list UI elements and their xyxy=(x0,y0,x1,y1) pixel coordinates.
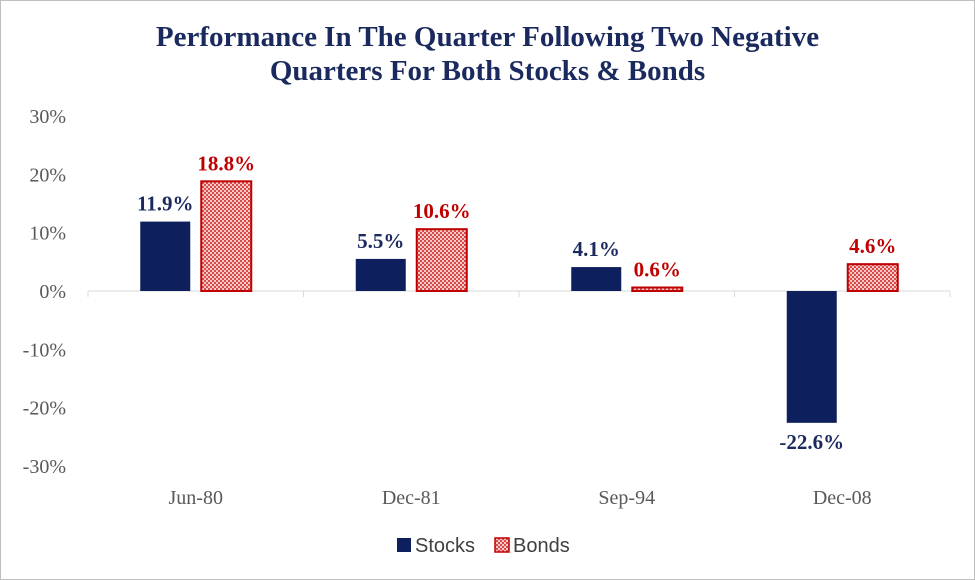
chart-title: Performance In The Quarter Following Two… xyxy=(0,20,975,88)
y-tick-label: -30% xyxy=(23,456,66,478)
data-label-stocks: 5.5% xyxy=(357,229,404,253)
bar-bonds xyxy=(631,286,684,292)
legend-label-stocks: Stocks xyxy=(415,535,475,557)
chart-title-line-1: Performance In The Quarter Following Two… xyxy=(155,21,820,53)
chart-title-line-2: Quarters For Both Stocks & Bonds xyxy=(269,55,706,87)
y-tick-label: -10% xyxy=(23,339,66,361)
data-label-stocks: 11.9% xyxy=(137,192,194,216)
x-tick-label: Dec-81 xyxy=(382,487,441,509)
bar-stocks xyxy=(786,291,837,423)
y-tick-label: -20% xyxy=(23,398,66,420)
data-labels: 11.9%18.8% 5.5% 10.6% 4.1% 0.6% -22.6% 4.6% xyxy=(137,151,896,454)
data-label-bonds: 10.6% xyxy=(413,199,471,223)
x-tick-label: Dec-08 xyxy=(813,487,872,509)
data-label-stocks: -22.6% xyxy=(779,430,844,454)
legend: Stocks Bonds xyxy=(397,535,570,557)
y-tick-label: 30% xyxy=(29,106,66,128)
y-tick-label: 0% xyxy=(39,281,66,303)
bar-bonds xyxy=(415,228,468,293)
bar-stocks xyxy=(140,221,191,291)
data-label-stocks: 4.1% xyxy=(573,237,620,261)
data-label-bonds: 4.6% xyxy=(849,234,896,258)
x-tick-label: Jun-80 xyxy=(169,487,223,509)
bar-stocks xyxy=(355,258,406,291)
bar-bonds xyxy=(846,263,899,292)
x-tick-label: Sep-94 xyxy=(598,487,655,509)
legend-swatch-bonds xyxy=(494,537,510,553)
data-label-bonds: 0.6% xyxy=(634,258,681,282)
y-tick-label: 10% xyxy=(29,223,66,245)
bar-stocks xyxy=(571,267,622,291)
legend-label-bonds: Bonds xyxy=(513,535,570,557)
data-label-bonds: 18.8% xyxy=(197,151,255,175)
bar-bonds xyxy=(200,180,253,292)
legend-swatch-stocks xyxy=(397,538,411,552)
y-tick-label: 20% xyxy=(29,164,66,186)
bars xyxy=(140,180,899,423)
y-axis: 30% 20% 10% 0% -10% -20% -30% xyxy=(23,106,66,478)
